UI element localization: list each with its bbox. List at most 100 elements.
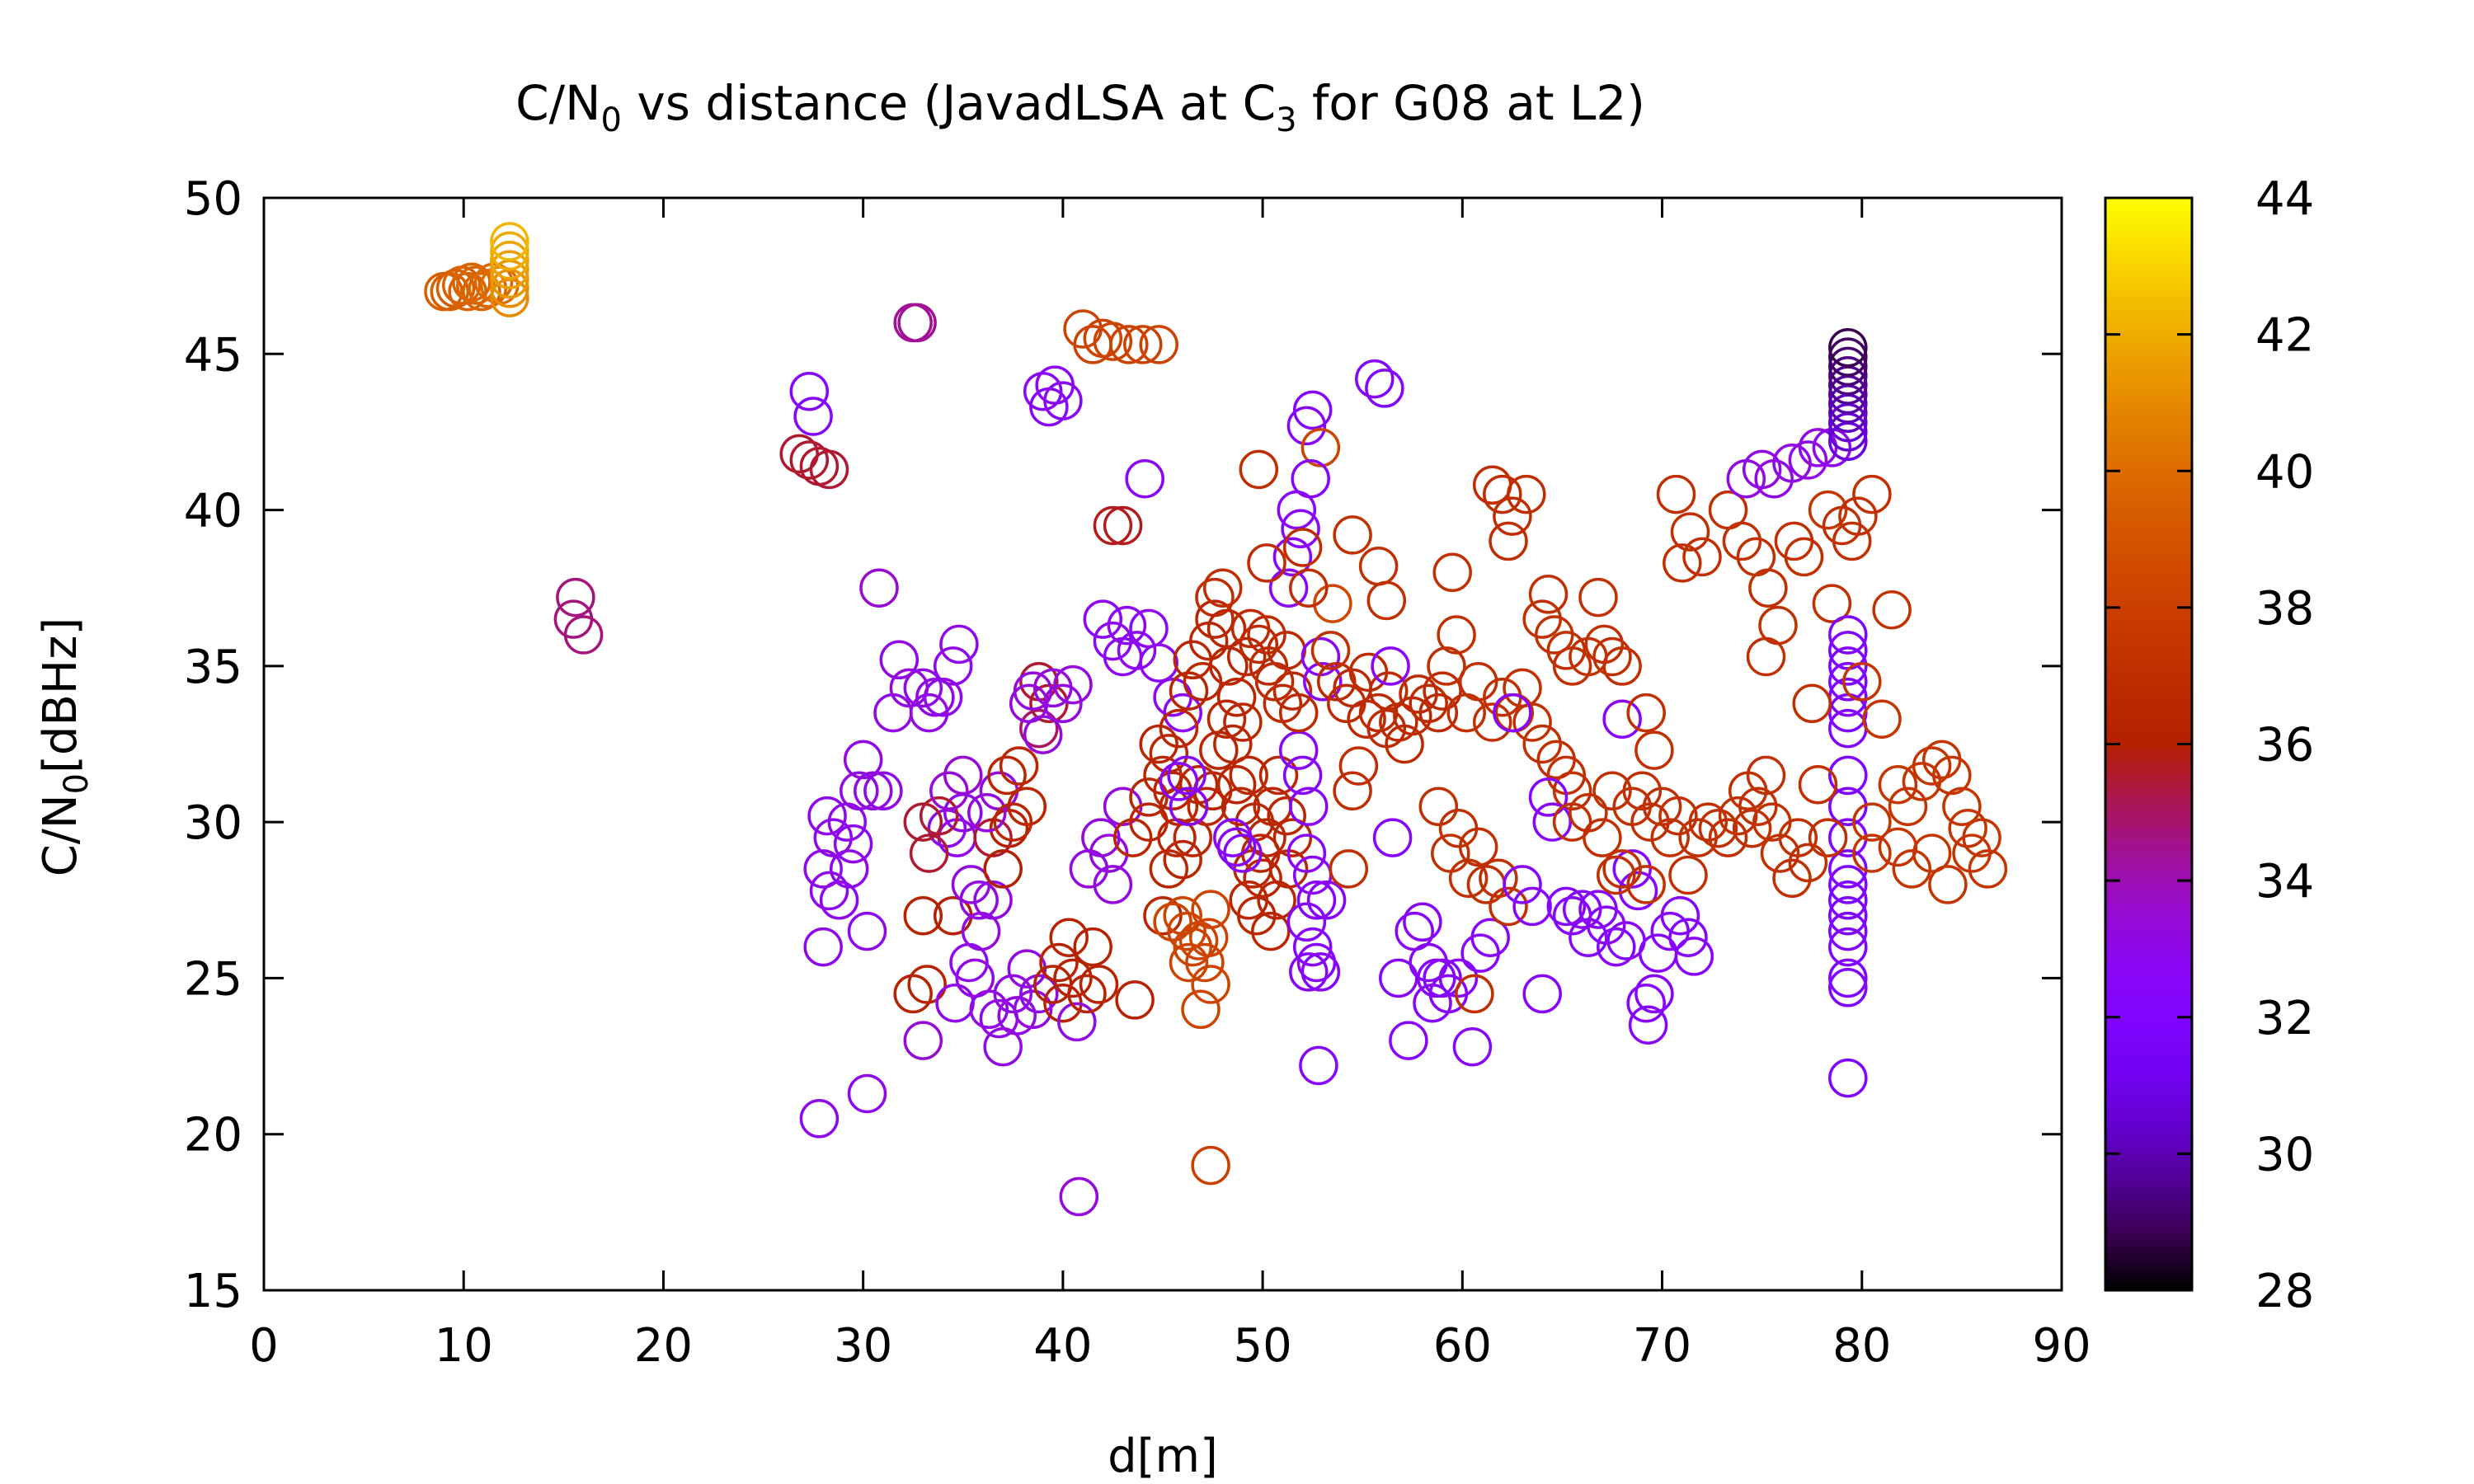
x-tick-label: 10 xyxy=(435,1319,493,1373)
data-point xyxy=(909,834,949,873)
data-point xyxy=(1258,755,1299,796)
data-point xyxy=(1892,849,1932,889)
data-point xyxy=(807,796,847,836)
data-point xyxy=(1229,755,1268,796)
data-point xyxy=(1942,787,1982,826)
data-point xyxy=(1333,515,1372,555)
y-tick-label: 20 xyxy=(184,1109,242,1162)
data-point xyxy=(897,303,937,343)
y-tick-label: 45 xyxy=(184,328,242,382)
data-point xyxy=(1812,584,1852,623)
data-point xyxy=(923,677,963,717)
data-point xyxy=(903,895,943,936)
data-point xyxy=(1522,599,1562,639)
data-point xyxy=(1828,865,1868,904)
data-point xyxy=(819,881,859,920)
data-point xyxy=(1257,881,1296,920)
x-axis-title: d[m] xyxy=(1108,1430,1218,1483)
data-point xyxy=(1458,827,1498,867)
data-point xyxy=(987,755,1027,796)
data-point xyxy=(1306,881,1347,920)
data-point xyxy=(929,771,969,811)
data-point xyxy=(1546,631,1587,670)
data-point xyxy=(1115,980,1155,1020)
data-point xyxy=(1243,858,1282,899)
data-point xyxy=(1808,818,1848,857)
data-point xyxy=(1195,599,1235,639)
data-point xyxy=(903,668,943,708)
data-point xyxy=(1216,827,1257,867)
data-point xyxy=(1583,818,1622,857)
data-point xyxy=(1455,974,1494,1014)
data-point xyxy=(1578,577,1618,618)
data-point xyxy=(1368,671,1409,711)
data-point xyxy=(1163,693,1202,733)
data-point xyxy=(563,615,604,655)
data-point xyxy=(1239,624,1279,665)
data-point xyxy=(1878,764,1918,805)
data-point xyxy=(1602,849,1642,889)
data-point xyxy=(490,222,529,261)
data-point xyxy=(973,881,1013,920)
data-point xyxy=(983,849,1023,889)
data-point xyxy=(1650,818,1690,857)
data-point xyxy=(1281,509,1320,549)
data-point xyxy=(1668,855,1708,895)
data-point xyxy=(1329,849,1369,889)
data-point xyxy=(1202,568,1243,608)
data-point xyxy=(993,802,1033,842)
data-point xyxy=(1139,325,1178,364)
data-point xyxy=(462,271,501,312)
x-tick-label: 50 xyxy=(1233,1319,1291,1373)
data-point xyxy=(1493,496,1532,536)
data-point xyxy=(1216,677,1257,717)
data-point xyxy=(1872,589,1912,630)
data-point xyxy=(1109,325,1149,364)
data-point xyxy=(813,818,854,857)
data-point xyxy=(1143,895,1183,936)
data-point xyxy=(1828,755,1868,796)
data-point xyxy=(490,231,529,271)
data-point xyxy=(1597,855,1636,895)
data-point xyxy=(1007,787,1047,826)
data-point xyxy=(1778,818,1818,857)
data-point xyxy=(1546,886,1587,927)
data-point xyxy=(1129,777,1169,817)
data-point xyxy=(1159,708,1199,749)
data-point xyxy=(1634,974,1674,1014)
data-point xyxy=(1828,927,1868,967)
data-point xyxy=(1503,668,1542,708)
data-point xyxy=(1458,662,1498,702)
data-point xyxy=(1313,584,1352,623)
data-point xyxy=(1053,958,1093,998)
data-point xyxy=(1125,458,1164,499)
data-point xyxy=(1206,699,1247,739)
data-point xyxy=(1479,858,1518,899)
data-point xyxy=(490,250,529,289)
data-point xyxy=(833,824,873,864)
data-point xyxy=(1452,1026,1493,1067)
data-point xyxy=(1722,521,1762,561)
data-point xyxy=(1188,918,1229,957)
data-point xyxy=(1472,465,1512,505)
data-point xyxy=(873,693,913,733)
data-point xyxy=(1278,730,1319,770)
data-point xyxy=(1139,643,1178,683)
data-point xyxy=(1493,693,1532,733)
data-point xyxy=(1289,787,1329,826)
data-point xyxy=(1153,902,1192,942)
colorbar-tick-label: 40 xyxy=(2255,445,2314,499)
colorbar-tick-label: 28 xyxy=(2255,1265,2314,1318)
data-point xyxy=(1247,615,1286,655)
data-point xyxy=(1107,605,1147,646)
data-point xyxy=(452,262,492,302)
data-point xyxy=(1093,505,1133,546)
data-point xyxy=(903,1021,943,1060)
data-point xyxy=(1828,346,1868,387)
data-point xyxy=(1223,702,1263,742)
data-point xyxy=(1798,764,1838,805)
data-point xyxy=(1169,787,1209,826)
data-point xyxy=(1746,636,1786,677)
data-point xyxy=(1079,965,1119,1004)
data-point xyxy=(1562,890,1602,929)
